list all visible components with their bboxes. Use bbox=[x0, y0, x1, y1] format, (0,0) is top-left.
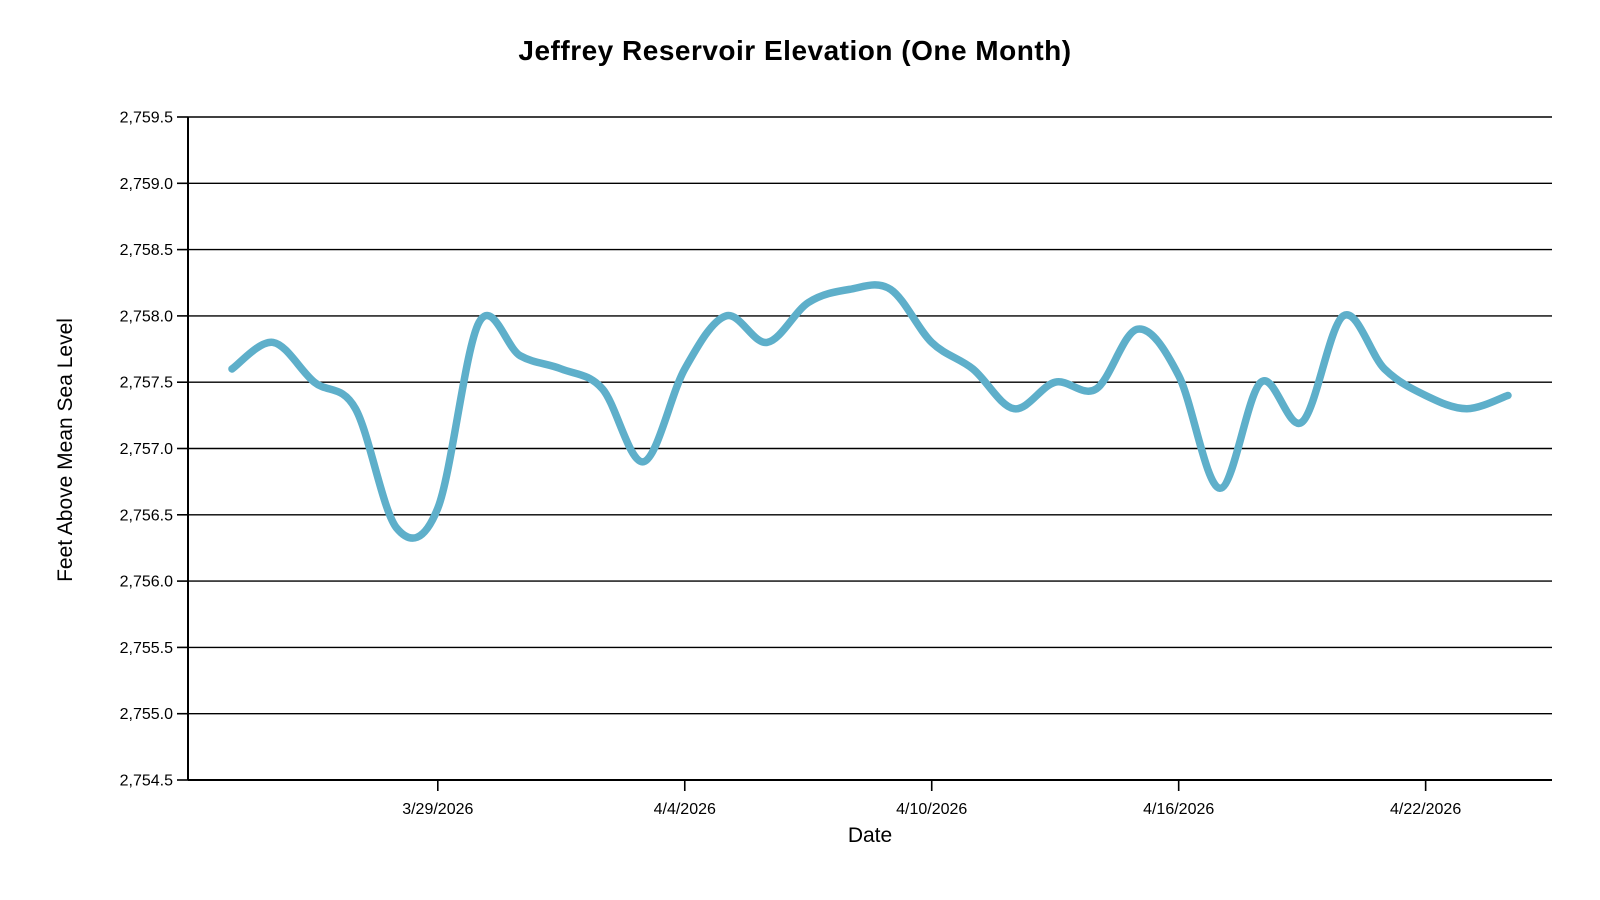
elevation-line bbox=[228, 281, 1512, 542]
x-tick-label: 4/10/2026 bbox=[896, 801, 967, 818]
series-group bbox=[228, 281, 1512, 542]
y-axis-title: Feet Above Mean Sea Level bbox=[54, 318, 77, 582]
y-tick-label: 2,759.0 bbox=[120, 176, 173, 193]
y-tick-label: 2,755.5 bbox=[120, 640, 173, 657]
gridlines-group bbox=[188, 116, 1552, 781]
y-tick-label: 2,757.5 bbox=[120, 375, 173, 392]
y-tick-label: 2,756.5 bbox=[120, 507, 173, 524]
y-tick-label: 2,756.0 bbox=[120, 574, 173, 591]
y-tick-label: 2,759.5 bbox=[120, 110, 173, 127]
chart-title: Jeffrey Reservoir Elevation (One Month) bbox=[518, 35, 1071, 66]
y-tick-labels-group: 2,754.5 2,755.0 2,755.5 2,756.0 2,756.5 2,757… bbox=[120, 110, 173, 790]
y-tick-label: 2,755.0 bbox=[120, 706, 173, 723]
y-tick-label: 2,754.5 bbox=[120, 773, 173, 790]
x-tick-labels-group: 3/29/2026 4/4/2026 4/10/2026 4/16/2026 4/22/… bbox=[402, 801, 1461, 818]
y-tick-label: 2,758.5 bbox=[120, 242, 173, 259]
y-tick-label: 2,758.0 bbox=[120, 308, 173, 325]
x-tick-label: 3/29/2026 bbox=[402, 801, 473, 818]
x-tick-label: 4/16/2026 bbox=[1143, 801, 1214, 818]
x-axis-title: Date bbox=[848, 824, 892, 847]
y-tick-label: 2,757.0 bbox=[120, 441, 173, 458]
axes-group bbox=[177, 116, 1552, 791]
x-tick-label: 4/4/2026 bbox=[654, 801, 716, 818]
x-tick-label: 4/22/2026 bbox=[1390, 801, 1461, 818]
